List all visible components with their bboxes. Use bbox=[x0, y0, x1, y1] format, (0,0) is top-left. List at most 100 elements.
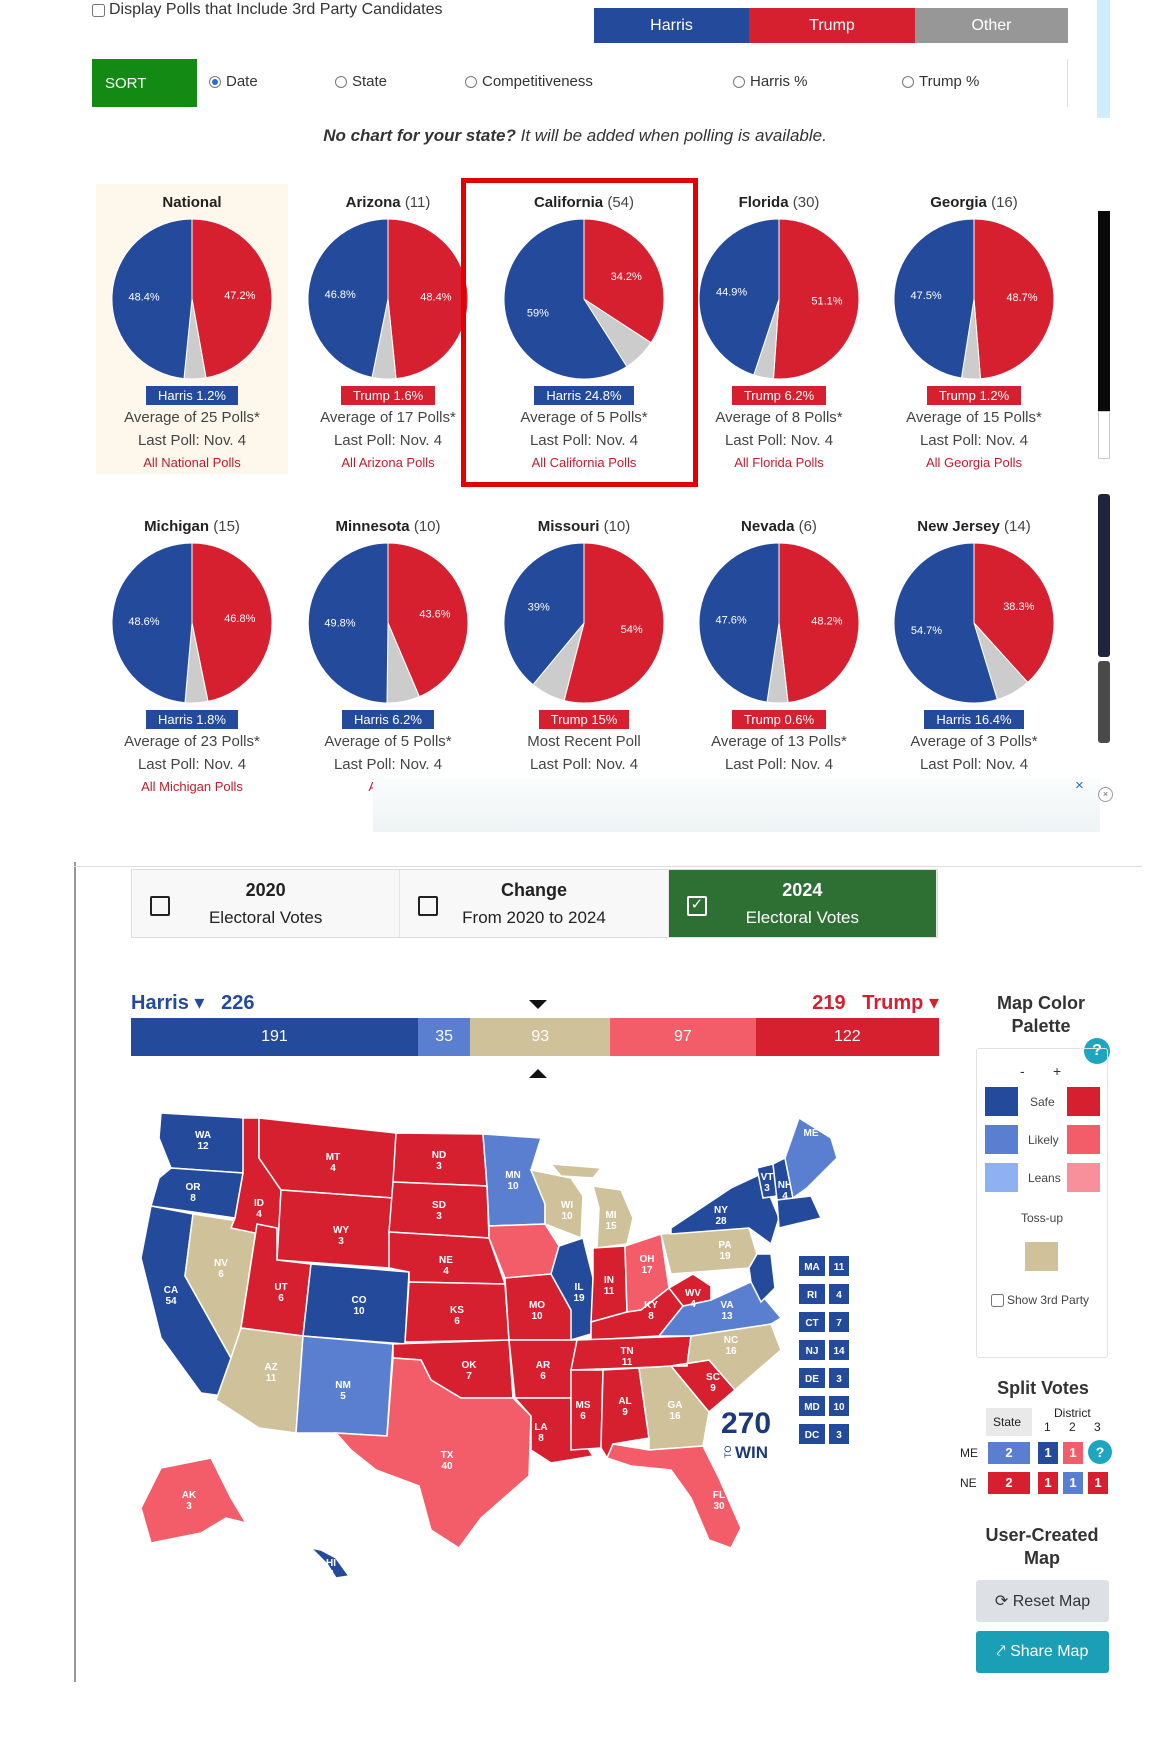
help-icon[interactable]: ? bbox=[1084, 1038, 1110, 1064]
tab-change[interactable]: Change From 2020 to 2024 bbox=[400, 870, 669, 937]
all-polls-link[interactable]: All Michigan Polls bbox=[141, 779, 243, 794]
state-pa[interactable] bbox=[660, 1227, 758, 1275]
swatch-likely-d[interactable] bbox=[985, 1125, 1018, 1154]
me-district-1[interactable]: 1 bbox=[1038, 1442, 1058, 1464]
ad-banner[interactable] bbox=[373, 778, 1100, 832]
label-safe: Safe bbox=[1030, 1095, 1055, 1109]
small-state-ev-box[interactable] bbox=[829, 1284, 849, 1304]
show-3rd-party[interactable]: Show 3rd Party bbox=[991, 1293, 1089, 1307]
me-state-cell[interactable]: 2 bbox=[988, 1442, 1030, 1464]
small-state-box[interactable] bbox=[799, 1368, 825, 1388]
small-state-ev-box[interactable] bbox=[829, 1368, 849, 1388]
pie-label-trump: 47.2% bbox=[224, 290, 255, 302]
small-state-box[interactable] bbox=[799, 1312, 825, 1332]
trump-total[interactable]: 219 Trump ▾ bbox=[812, 990, 939, 1015]
side-ad-3[interactable] bbox=[1098, 661, 1110, 743]
side-ad-2[interactable] bbox=[1098, 494, 1110, 657]
scrollbar[interactable] bbox=[1097, 0, 1110, 118]
help-icon[interactable]: ? bbox=[1088, 1440, 1112, 1464]
swatch-safe-d[interactable] bbox=[985, 1087, 1018, 1116]
swatch-leans-r[interactable] bbox=[1067, 1163, 1100, 1192]
all-polls-link[interactable]: All National Polls bbox=[143, 455, 241, 470]
pie-label-trump: 48.7% bbox=[1006, 292, 1037, 304]
tab-2020[interactable]: 2020 Electoral Votes bbox=[132, 870, 401, 937]
small-state-ev-box[interactable] bbox=[829, 1340, 849, 1360]
card-title: Michigan (15) bbox=[96, 518, 288, 535]
state-label: AL 9 bbox=[618, 1396, 631, 1418]
small-state-ev-box[interactable] bbox=[829, 1424, 849, 1444]
reset-map-button[interactable]: ⟳ Reset Map bbox=[976, 1580, 1109, 1622]
small-state-ev-box[interactable] bbox=[829, 1256, 849, 1276]
sort-option-date[interactable]: Date bbox=[209, 73, 258, 90]
color-palette: Map Color Palette ? - + Safe Likely Lean… bbox=[976, 992, 1110, 1358]
swatch-tossup[interactable] bbox=[1025, 1242, 1058, 1271]
swatch-leans-d[interactable] bbox=[985, 1163, 1018, 1192]
small-state-box[interactable] bbox=[799, 1340, 825, 1360]
ne-state-cell[interactable]: 2 bbox=[988, 1472, 1030, 1494]
state-or[interactable] bbox=[150, 1167, 244, 1219]
state-mi[interactable] bbox=[549, 1163, 634, 1249]
card-title: New Jersey (14) bbox=[878, 518, 1070, 535]
card-title: Arizona (11) bbox=[292, 194, 484, 211]
all-polls-link[interactable]: All Arizona Polls bbox=[341, 455, 435, 470]
pie-chart: 48.7% 47.5% bbox=[893, 218, 1055, 380]
state-nc[interactable] bbox=[670, 1323, 782, 1392]
card-state-name: Nevada bbox=[741, 518, 795, 535]
state-ak[interactable] bbox=[140, 1457, 248, 1544]
zoom-out-button[interactable]: - bbox=[1020, 1063, 1025, 1079]
ne-district-2[interactable]: 1 bbox=[1063, 1472, 1083, 1494]
all-polls-link[interactable]: All Georgia Polls bbox=[925, 455, 1023, 470]
state-header-bg bbox=[986, 1408, 1032, 1436]
sort-option-trump[interactable]: Trump % bbox=[902, 73, 979, 90]
swatch-safe-r[interactable] bbox=[1067, 1087, 1100, 1116]
card-state-name: National bbox=[162, 194, 222, 211]
swatch-likely-r[interactable] bbox=[1067, 1125, 1100, 1154]
side-ad[interactable] bbox=[1098, 211, 1110, 411]
small-state-box[interactable] bbox=[799, 1284, 825, 1304]
all-polls-link[interactable]: All Florida Polls bbox=[734, 455, 824, 470]
harris-ev: 226 bbox=[221, 992, 255, 1014]
state-il[interactable] bbox=[550, 1237, 594, 1342]
small-state-box[interactable] bbox=[799, 1256, 825, 1276]
small-state-box[interactable] bbox=[799, 1424, 825, 1444]
ne-district-3[interactable]: 1 bbox=[1088, 1472, 1108, 1494]
third-party-checkbox[interactable]: Display Polls that Include 3rd Party Can… bbox=[92, 1, 443, 19]
state-wv[interactable] bbox=[667, 1273, 712, 1307]
sort-option-competitiveness[interactable]: Competitiveness bbox=[465, 73, 593, 90]
last-poll: Last Poll: Nov. 4 bbox=[333, 756, 443, 773]
state-label: ME bbox=[804, 1128, 819, 1139]
ne-district-1[interactable]: 1 bbox=[1038, 1472, 1058, 1494]
me-district-2[interactable]: 1 bbox=[1063, 1442, 1083, 1464]
pie-label-trump: 48.2% bbox=[811, 615, 842, 627]
pie-label-trump: 38.3% bbox=[1003, 601, 1034, 613]
sort-button[interactable]: SORT bbox=[92, 59, 197, 107]
pie-slice-harris bbox=[698, 542, 780, 703]
share-map-button[interactable]: ⤤ Share Map bbox=[976, 1631, 1109, 1673]
state-fl[interactable] bbox=[605, 1443, 742, 1549]
state-tx[interactable] bbox=[334, 1357, 532, 1550]
small-state-ev-box[interactable] bbox=[829, 1396, 849, 1416]
divider bbox=[74, 862, 76, 1682]
third-party-checkbox-input[interactable] bbox=[92, 3, 105, 17]
poll-card: Michigan (15) 46.8% 48.6% Harris 1.8% Averag… bbox=[96, 508, 288, 798]
small-state-ev-box[interactable] bbox=[829, 1312, 849, 1332]
harris-total[interactable]: Harris ▾ 226 bbox=[131, 990, 254, 1015]
ad-ring-icon[interactable]: × bbox=[1098, 787, 1113, 802]
ev-segment: 122 bbox=[755, 1018, 939, 1056]
svg-text:WIN: WIN bbox=[735, 1443, 768, 1462]
small-state-box[interactable] bbox=[799, 1396, 825, 1416]
sort-option-harris[interactable]: Harris % bbox=[733, 73, 808, 90]
state-new-england[interactable] bbox=[776, 1195, 823, 1229]
state-hi[interactable] bbox=[308, 1546, 351, 1578]
sort-option-state[interactable]: State bbox=[335, 73, 387, 90]
all-polls-link[interactable]: All California Polls bbox=[531, 455, 637, 470]
zoom-in-button[interactable]: + bbox=[1053, 1063, 1062, 1079]
us-map[interactable]: WA 12 OR 8 CA 54 NV 6 ID 4 MT 4 WY 3 UT 6 AZ 11 CO 10 NM 5 ND 3… bbox=[131, 1078, 971, 1578]
state-ms[interactable] bbox=[570, 1369, 604, 1451]
ad-close-icon[interactable]: × bbox=[1075, 777, 1084, 794]
show-3rd-party-input[interactable] bbox=[991, 1293, 1004, 1307]
state-ny[interactable] bbox=[670, 1172, 780, 1246]
state-nj-md-de[interactable] bbox=[748, 1253, 776, 1304]
card-title: Missouri (10) bbox=[488, 518, 680, 535]
tab-2024[interactable]: 2024 Electoral Votes bbox=[668, 870, 937, 937]
